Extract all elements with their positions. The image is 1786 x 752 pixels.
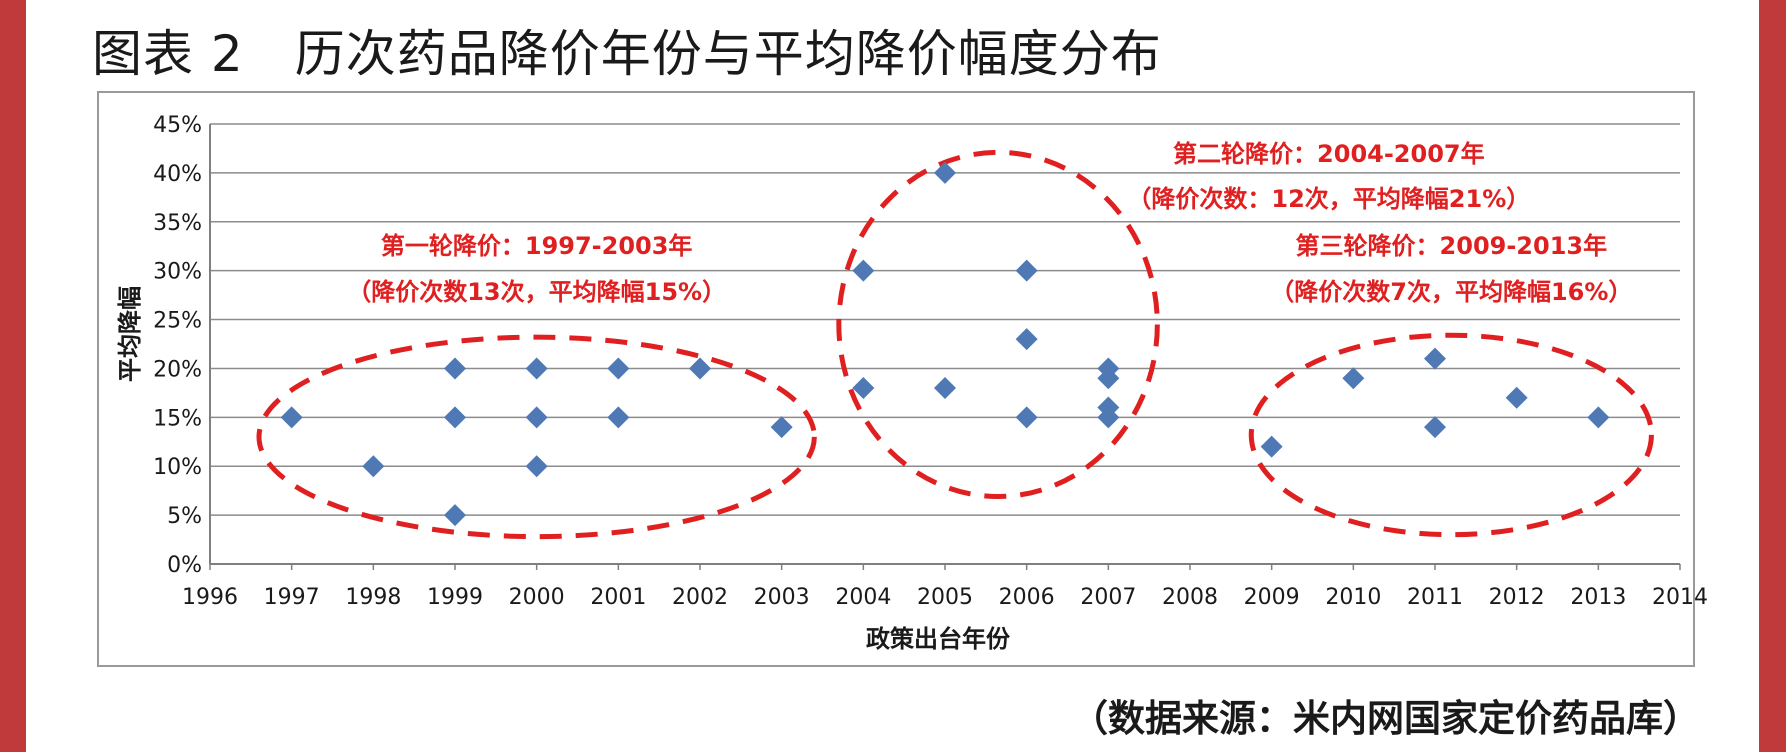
y-tick-label: 35% [153,211,202,236]
data-point [1097,367,1120,390]
y-tick-labels: 0% 5% 10% 15% 20% 25% 30% 35% 40% 45% [153,113,202,578]
y-tick-label: 15% [153,406,202,431]
x-tick-label: 2003 [754,585,810,610]
cluster-ellipse [836,149,1160,500]
x-tick-label: 2002 [672,585,728,610]
y-tick-label: 45% [153,113,202,138]
data-point [280,406,303,429]
x-tick-label: 2012 [1489,585,1545,610]
data-point [444,504,466,527]
y-axis-label: 平均降幅 [115,286,144,382]
annotation-detail: （降价次数13次，平均降幅15%） [347,278,726,306]
data-point [362,455,385,478]
x-tick-label: 2011 [1407,585,1463,610]
source-note: （数据来源：米内网国家定价药品库） [1071,697,1700,740]
data-point [1424,416,1446,439]
data-point [1260,435,1283,458]
x-tick-label: 1997 [264,585,320,610]
x-axis-label: 政策出台年份 [866,624,1011,653]
annotation-title: 第一轮降价：1997-2003年 [381,232,693,260]
x-tick-labels: 1996 1997 1998 1999 2000 2001 2002 2003 2004 2005… [182,564,1708,610]
data-point [934,377,956,399]
x-tick-label: 2000 [509,585,565,610]
x-tick-label: 2001 [590,585,646,610]
x-tick-label: 2007 [1080,585,1136,610]
x-tick-label: 2008 [1162,585,1218,610]
annotation-title: 第二轮降价：2004-2007年 [1173,140,1485,168]
x-tick-label: 2005 [917,585,973,610]
y-tick-label: 0% [167,553,202,578]
cluster-ellipse [1248,332,1654,538]
x-tick-label: 1998 [345,585,401,610]
figure-title: 图表 2 历次药品降价年份与平均降价幅度分布 [92,25,1162,83]
data-point [1097,406,1120,429]
x-tick-label: 2009 [1244,585,1300,610]
annotation-title: 第三轮降价：2009-2013年 [1296,232,1608,260]
x-tick-label: 2014 [1652,585,1708,610]
data-point [689,357,711,380]
x-tick-label: 2006 [999,585,1055,610]
data-point [607,357,630,380]
chart-frame [97,91,1695,667]
data-point [525,406,548,429]
annotation-labels: 第一轮降价：1997-2003年 （降价次数13次，平均降幅15%） 第二轮降价：2… [347,140,1632,306]
data-points [280,161,1610,527]
data-point [444,357,466,380]
cluster-ellipse [256,334,817,540]
data-point [1342,367,1365,390]
data-point [852,259,875,282]
data-point [1015,259,1038,282]
data-point [607,406,630,429]
y-tick-label: 10% [153,455,202,480]
data-point [1505,386,1528,409]
x-tick-label: 1996 [182,585,238,610]
cluster-ellipses [256,149,1654,540]
data-point [525,455,548,478]
annotation-detail: （降价次数：12次，平均降幅21%） [1127,185,1530,213]
x-tick-label: 2010 [1325,585,1381,610]
data-point [525,357,548,380]
data-point [1424,347,1446,370]
data-point [770,416,793,439]
y-tick-label: 5% [167,504,202,529]
y-tick-label: 40% [153,162,202,187]
data-point [852,377,875,399]
annotation-detail: （降价次数7次，平均降幅16%） [1270,278,1632,306]
left-frame-bar [0,0,26,752]
x-tick-label: 2004 [835,585,891,610]
x-tick-label: 1999 [427,585,483,610]
y-tick-label: 30% [153,260,202,285]
data-point [444,406,466,429]
data-point [934,161,956,184]
x-tick-label: 2013 [1570,585,1626,610]
data-point [1587,406,1610,429]
right-frame-bar [1759,0,1786,752]
data-point [1015,406,1038,429]
y-tick-label: 25% [153,309,202,334]
data-point [1015,328,1038,351]
y-tick-label: 20% [153,357,202,382]
